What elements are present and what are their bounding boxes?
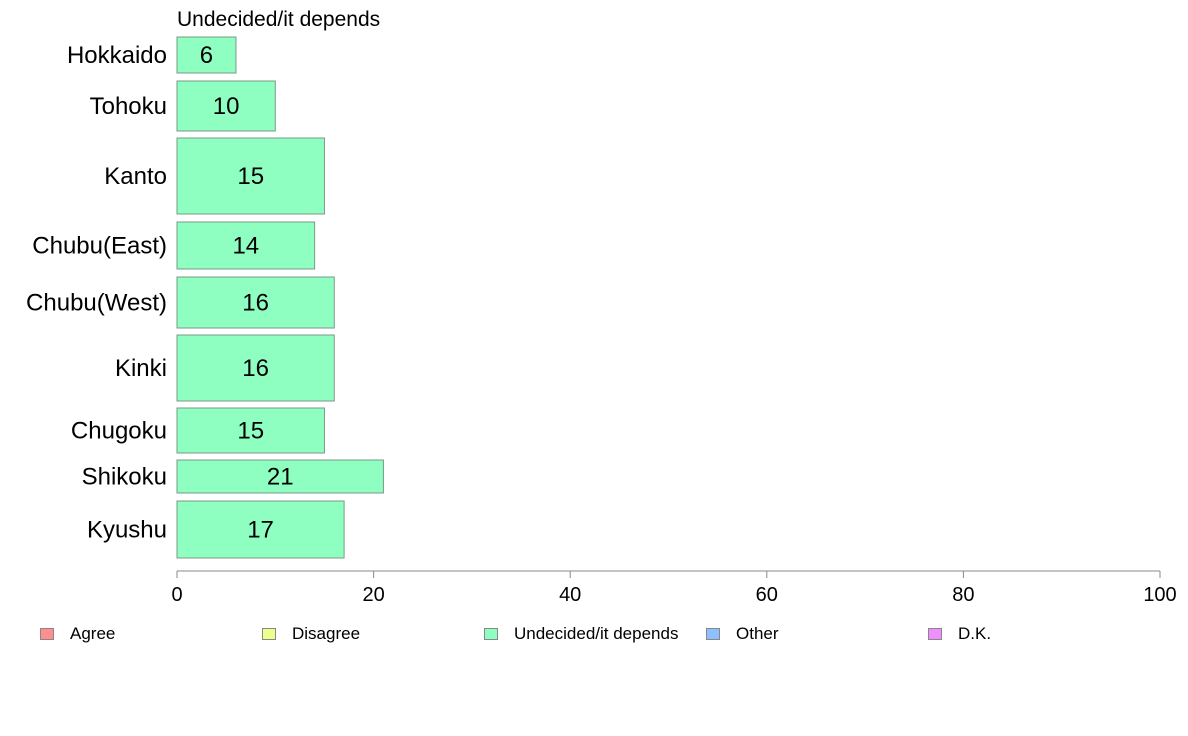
- x-tick-label: 40: [559, 584, 581, 606]
- bar-chubu-west: [176, 276, 335, 329]
- bar-chubu-east: [176, 221, 316, 270]
- legend-swatch: [706, 628, 720, 640]
- legend-swatch: [928, 628, 942, 640]
- x-tick-label: 0: [171, 584, 182, 606]
- value-label: 14: [232, 233, 259, 260]
- legend-item-d-k: D.K.: [928, 622, 991, 646]
- bar-chugoku: [176, 407, 325, 454]
- value-label: 15: [237, 418, 264, 445]
- x-axis: 0 20 40 60 80 100: [171, 570, 1177, 606]
- category-label: Chubu(West): [26, 290, 167, 317]
- legend: Agree Disagree Undecided/it depends Other D.…: [0, 622, 1188, 646]
- legend-label: Disagree: [292, 624, 361, 643]
- legend-item-agree: Agree: [40, 622, 115, 646]
- legend-item-other: Other: [706, 622, 779, 646]
- bar-shikoku: [176, 459, 384, 494]
- bar-kanto: [176, 137, 325, 215]
- value-label: 15: [237, 163, 264, 190]
- category-label: Shikoku: [82, 464, 167, 491]
- category-label: Chubu(East): [32, 233, 167, 260]
- legend-label: Undecided/it depends: [514, 624, 679, 643]
- x-tick-label: 100: [1143, 584, 1176, 606]
- category-labels: Hokkaido Tohoku Kanto Chubu(East) Chubu(West…: [26, 42, 167, 544]
- value-label: 16: [242, 355, 269, 382]
- bar-kinki: [176, 334, 335, 402]
- legend-label: Other: [736, 624, 779, 643]
- panel-title: Undecided/it depends: [177, 8, 380, 31]
- value-label: 17: [247, 517, 274, 544]
- legend-swatch: [262, 628, 276, 640]
- category-label: Kyushu: [87, 517, 167, 544]
- legend-item-undecided-it-depends: Undecided/it depends: [484, 622, 678, 646]
- legend-swatch: [484, 628, 498, 640]
- value-label: 6: [200, 42, 213, 69]
- legend-label: D.K.: [958, 624, 992, 643]
- legend-item-disagree: Disagree: [262, 622, 360, 646]
- category-label: Kinki: [115, 355, 167, 382]
- category-label: Tohoku: [90, 93, 167, 120]
- value-label: 21: [267, 464, 294, 491]
- category-label: Kanto: [104, 163, 167, 190]
- x-tick-label: 20: [362, 584, 384, 606]
- value-label: 10: [213, 93, 240, 120]
- category-label: Chugoku: [71, 418, 167, 445]
- category-label: Hokkaido: [67, 42, 167, 69]
- bar-hokkaido: [176, 36, 237, 74]
- bar-tohoku: [176, 80, 276, 132]
- legend-label: Agree: [70, 624, 116, 643]
- legend-swatch: [40, 628, 54, 640]
- x-tick-label: 60: [756, 584, 778, 606]
- value-label: 16: [242, 290, 269, 317]
- bar-chart: Undecided/it depends Hokkaido Tohoku Kanto…: [26, 8, 1177, 606]
- x-tick-label: 80: [952, 584, 974, 606]
- bar-kyushu: [176, 500, 345, 559]
- bars-group: [176, 36, 384, 559]
